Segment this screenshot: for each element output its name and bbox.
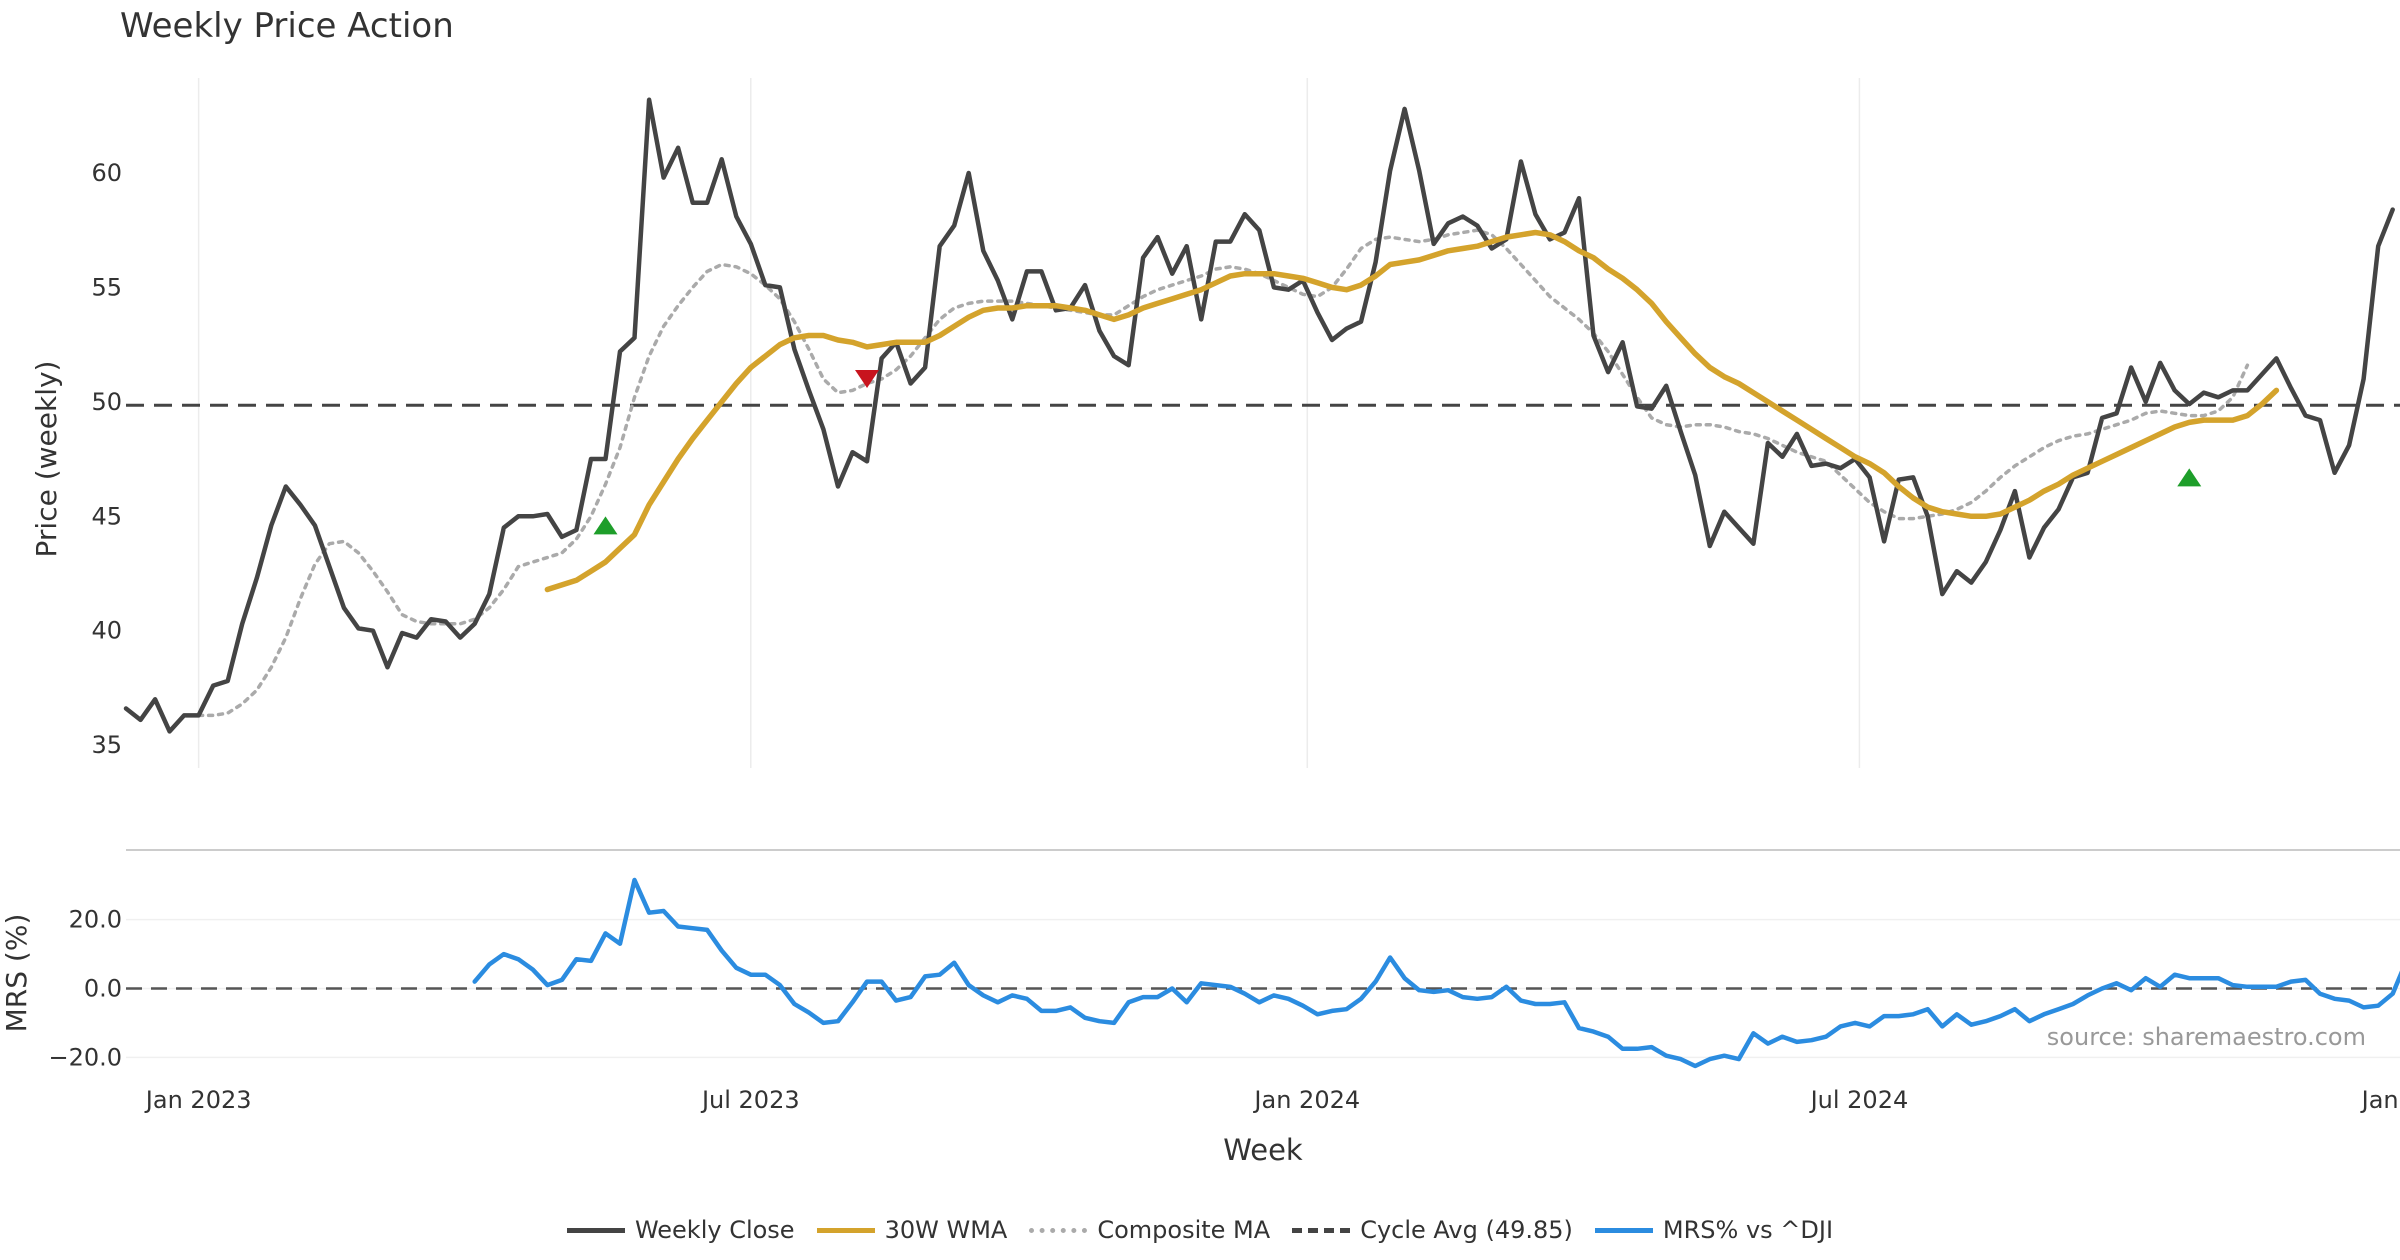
mrs-y-tick-label: −20.0 bbox=[48, 1043, 122, 1071]
buy-signal-marker bbox=[2177, 468, 2202, 487]
price-y-tick-label: 55 bbox=[91, 273, 122, 301]
mrs-y-tick-label: 20.0 bbox=[69, 906, 122, 934]
price-y-tick-label: 40 bbox=[91, 617, 122, 645]
legend-label: Weekly Close bbox=[634, 1216, 795, 1244]
source-note: source: sharemaestro.com bbox=[2047, 1023, 2366, 1051]
legend-label: 30W WMA bbox=[884, 1216, 1008, 1244]
legend-item: 30W WMA bbox=[816, 1216, 1008, 1244]
chart-legend: Weekly Close 30W WMA Composite MA Cycle Avg… bbox=[0, 1210, 2400, 1250]
legend-swatch bbox=[566, 1227, 625, 1233]
mrs-y-tick-label: 0.0 bbox=[84, 975, 122, 1003]
legend-label: Composite MA bbox=[1097, 1216, 1271, 1244]
x-tick-label: Jan 2023 bbox=[144, 1086, 252, 1114]
price-y-axis-label: Price (weekly) bbox=[30, 361, 63, 558]
x-tick-label: Jan 2024 bbox=[1252, 1086, 1360, 1114]
legend-item: Composite MA bbox=[1029, 1216, 1270, 1244]
price-y-tick-label: 35 bbox=[91, 731, 122, 759]
x-tick-label: Jul 2023 bbox=[700, 1086, 800, 1114]
legend-item: MRS% vs ^DJI bbox=[1594, 1216, 1834, 1244]
legend-swatch bbox=[816, 1227, 875, 1233]
sell-signal-marker bbox=[855, 369, 880, 388]
legend-item: Cycle Avg (49.85) bbox=[1292, 1216, 1573, 1244]
price-y-tick-label: 45 bbox=[91, 502, 122, 530]
legend-label: Cycle Avg (49.85) bbox=[1360, 1216, 1573, 1244]
legend-item: Weekly Close bbox=[566, 1216, 795, 1244]
composite-ma-line bbox=[196, 228, 2250, 718]
mrs-line bbox=[472, 877, 2400, 1069]
legend-label: MRS% vs ^DJI bbox=[1662, 1216, 1834, 1244]
price-y-tick-label: 60 bbox=[91, 159, 122, 187]
legend-swatch bbox=[1292, 1227, 1351, 1233]
legend-swatch bbox=[1594, 1227, 1653, 1233]
x-tick-label: Jul 2024 bbox=[1809, 1086, 1909, 1114]
x-axis-label: Week bbox=[1223, 1133, 1303, 1167]
legend-swatch bbox=[1029, 1227, 1088, 1233]
wma-30w-line bbox=[544, 229, 2280, 593]
mrs-y-axis-label: MRS (%) bbox=[0, 914, 33, 1033]
weekly-close-line bbox=[123, 97, 2395, 734]
price-y-tick-label: 50 bbox=[91, 388, 122, 416]
buy-signal-marker bbox=[593, 516, 618, 535]
x-tick-label: Jan 2025 bbox=[2360, 1086, 2400, 1114]
chart-title: Weekly Price Action bbox=[120, 6, 454, 46]
